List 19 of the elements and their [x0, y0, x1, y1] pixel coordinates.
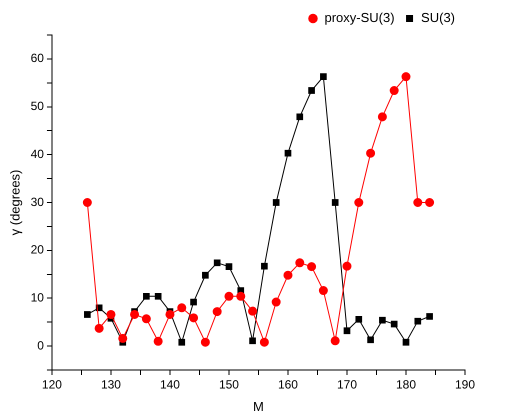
y-tick-label: 20 — [30, 242, 44, 257]
x-tick-label: 160 — [278, 378, 298, 392]
x-tick-label: 170 — [336, 378, 358, 392]
x-tick-label: 130 — [100, 378, 122, 392]
y-tick-label: 10 — [30, 290, 44, 305]
legend-label: SU(3) — [421, 10, 456, 26]
legend-label: proxy-SU(3) — [324, 10, 395, 26]
y-tick-label: 30 — [30, 194, 44, 209]
y-tick-label: 60 — [30, 51, 44, 66]
x-tick-label: 180 — [396, 378, 416, 392]
x-tick-label: 150 — [218, 378, 240, 392]
x-tick-label: 120 — [42, 378, 62, 392]
x-axis-title: M — [253, 398, 264, 414]
y-tick-label: 0 — [37, 338, 44, 352]
x-tick-label: 190 — [454, 378, 476, 392]
y-axis-title: γ (degrees) — [7, 170, 22, 236]
y-tick-label: 50 — [30, 99, 44, 114]
y-tick-label: 40 — [30, 146, 44, 161]
x-tick-label: 140 — [160, 378, 180, 392]
